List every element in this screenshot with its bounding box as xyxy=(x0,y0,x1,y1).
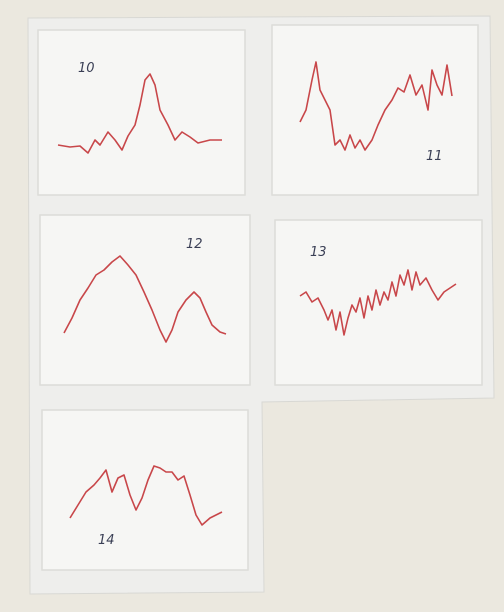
stitched-line xyxy=(299,61,453,151)
panel-number: 13 xyxy=(310,245,327,260)
panel-number: 12 xyxy=(186,237,203,252)
stitched-line xyxy=(299,269,457,336)
panel-13 xyxy=(274,219,483,386)
panel-number: 11 xyxy=(426,149,443,164)
panel-number: 14 xyxy=(98,533,115,548)
panel-12 xyxy=(39,214,251,386)
panel-number: 10 xyxy=(78,61,95,76)
stitched-line xyxy=(69,465,223,526)
panel-10 xyxy=(37,29,246,196)
stitched-line xyxy=(63,255,227,343)
stitched-line xyxy=(57,73,222,154)
panel-11 xyxy=(271,24,479,196)
